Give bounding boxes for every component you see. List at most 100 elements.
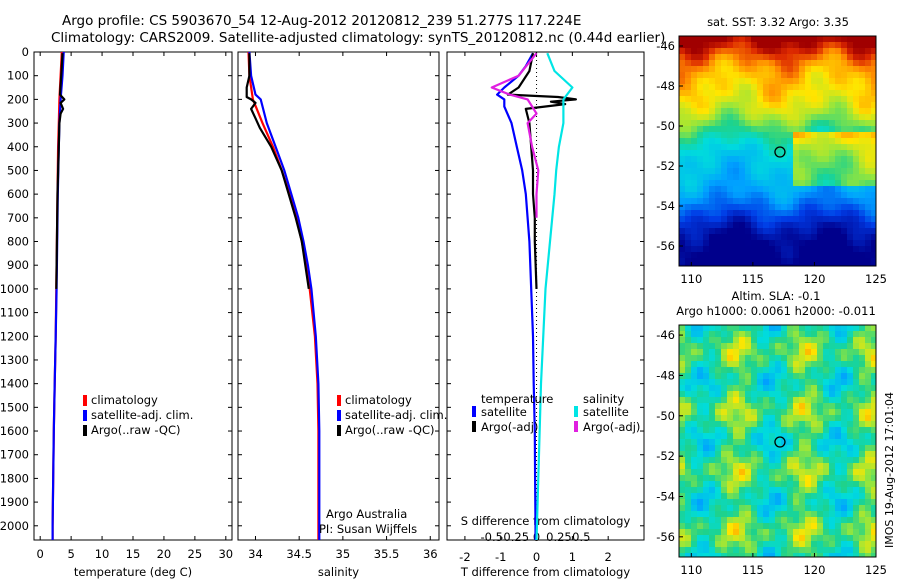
map-cell (763, 361, 770, 368)
map-cell (697, 246, 704, 253)
map-cell (841, 216, 848, 223)
map-cell (715, 66, 722, 73)
map-cell (823, 409, 830, 416)
map-cell (781, 246, 788, 253)
map-cell (805, 367, 812, 374)
map-cell (691, 228, 698, 235)
depth-tick-label: 400 (7, 140, 29, 154)
map-cell (769, 156, 776, 163)
map-cell (829, 475, 836, 482)
map-cell (853, 162, 860, 169)
map-cell (817, 331, 824, 338)
map-cell (715, 42, 722, 49)
map-cell (739, 234, 746, 241)
map-cell (703, 120, 710, 127)
map-cell (745, 529, 752, 536)
map-cell (805, 108, 812, 115)
map-cell (835, 445, 842, 452)
map-cell (691, 457, 698, 464)
map-cell (679, 174, 686, 181)
map-cell (835, 42, 842, 49)
map-cell (811, 355, 818, 362)
map-cell (799, 499, 806, 506)
map-cell (721, 138, 728, 145)
series-line-salinity-satellite (535, 52, 574, 541)
map-cell (811, 331, 818, 338)
map-cell (817, 54, 824, 61)
map-cell (787, 433, 794, 440)
map-cell (841, 162, 848, 169)
map-cell (733, 228, 740, 235)
map-cell (799, 481, 806, 488)
map-cell (721, 451, 728, 458)
map-cell (739, 427, 746, 434)
map-cell (739, 102, 746, 109)
map-cell (727, 66, 734, 73)
map-cell (817, 132, 824, 139)
map-cell (709, 355, 716, 362)
map-cell (787, 397, 794, 404)
map-cell (769, 210, 776, 217)
map-cell (847, 234, 854, 241)
map-cell (853, 355, 860, 362)
map-cell (691, 541, 698, 548)
map-cell (739, 475, 746, 482)
map-cell (781, 415, 788, 422)
map-cell (739, 553, 746, 557)
map-cell (745, 499, 752, 506)
map-cell (841, 252, 848, 259)
map-cell (871, 517, 876, 524)
map-cell (679, 415, 686, 422)
map-cell (865, 403, 872, 410)
map-cell (859, 457, 866, 464)
map-cell (739, 198, 746, 205)
map-cell (721, 240, 728, 247)
map-cell (763, 535, 770, 542)
depth-tick-label: 1900 (0, 495, 29, 509)
map-cell (823, 114, 830, 121)
map-cell (829, 433, 836, 440)
map-cell (721, 84, 728, 91)
map-cell (733, 373, 740, 380)
map-cell (727, 84, 734, 91)
map-cell (799, 186, 806, 193)
map-cell (865, 138, 872, 145)
map-cell (793, 264, 800, 266)
map-cell (685, 475, 692, 482)
map-cell (745, 547, 752, 554)
map-cell (811, 228, 818, 235)
map-cell (853, 66, 860, 73)
map-cell (769, 517, 776, 524)
map-cell (697, 156, 704, 163)
map-cell (727, 355, 734, 362)
map-cell (793, 445, 800, 452)
map-cell (823, 120, 830, 127)
map-cell (685, 427, 692, 434)
map-cell (679, 138, 686, 145)
map-cell (709, 54, 716, 61)
map-cell (691, 373, 698, 380)
map-cell (823, 535, 830, 542)
legend-diff-swatch (574, 421, 578, 432)
map-cell (871, 397, 876, 404)
map-cell (727, 204, 734, 211)
map-cell (757, 252, 764, 259)
map-cell (715, 258, 722, 265)
map-cell (847, 451, 854, 458)
map-cell (709, 90, 716, 97)
map-cell (745, 463, 752, 470)
map-cell (763, 78, 770, 85)
map-cell (679, 337, 686, 344)
map-cell (865, 204, 872, 211)
map-cell (793, 343, 800, 350)
map-cell (769, 493, 776, 500)
argo-position-marker (774, 146, 786, 158)
map-cell (871, 373, 876, 380)
map-cell (697, 264, 704, 266)
map-cell (859, 349, 866, 356)
map-cell (811, 186, 818, 193)
map-cell (685, 511, 692, 518)
map-cell (733, 403, 740, 410)
map-cell (829, 379, 836, 386)
map-cell (775, 210, 782, 217)
